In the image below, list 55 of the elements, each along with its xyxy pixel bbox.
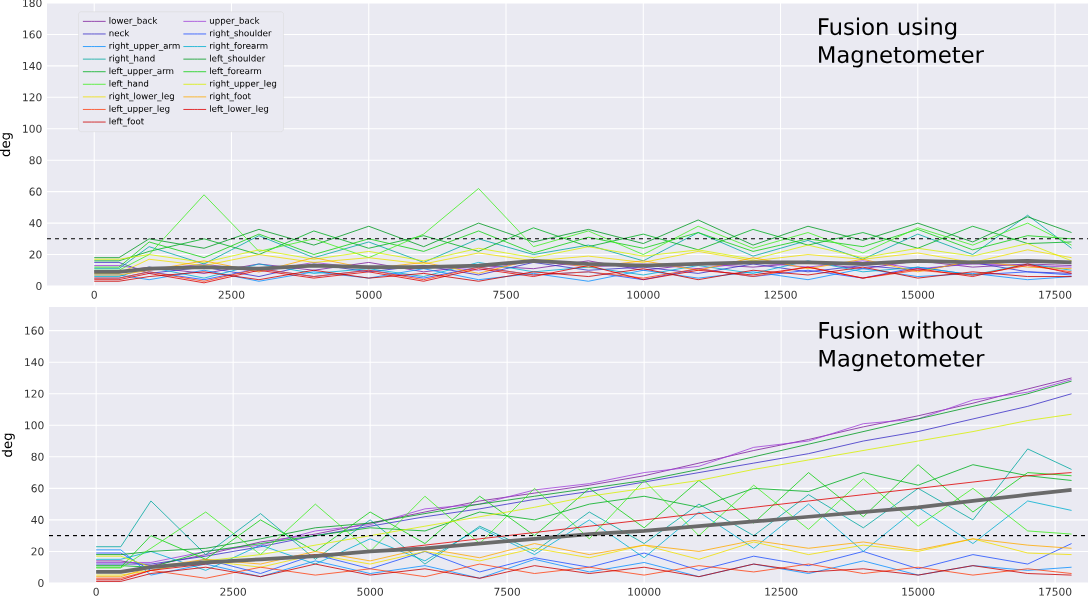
x-tick-label: 2500	[220, 587, 246, 596]
y-tick-label: 20	[31, 547, 44, 556]
y-tick-label: 40	[31, 515, 44, 524]
x-tick-label: 15000	[902, 290, 935, 299]
y-axis-title: deg	[0, 133, 13, 157]
y-tick-label: 60	[29, 187, 42, 196]
legend-label: neck	[109, 29, 130, 37]
x-tick-label: 12500	[764, 290, 797, 299]
legend-label: right_foot	[210, 92, 251, 102]
legend-label: right_upper_leg	[210, 80, 277, 89]
x-tick-label: 15000	[902, 587, 935, 596]
x-tick-label: 2500	[218, 290, 245, 299]
y-tick-label: 160	[23, 30, 42, 39]
x-tick-label: 12500	[765, 587, 798, 596]
y-tick-label: 120	[25, 389, 44, 398]
y-tick-label: 0	[36, 281, 42, 291]
legend-label: left_lower_leg	[210, 105, 269, 114]
y-tick-label: 160	[25, 326, 44, 335]
y-tick-label: 80	[29, 156, 42, 165]
legend-label: lower_back	[109, 17, 158, 26]
x-tick-label: 17500	[1039, 290, 1072, 299]
legend-label: left_foot	[109, 117, 144, 127]
x-tick-label: 7500	[493, 290, 519, 299]
legend-label: left_forearm	[210, 67, 262, 77]
annotation: Fusion using Magnetometer	[819, 17, 984, 68]
legend-label: upper_back	[209, 17, 260, 26]
x-tick-label: 10000	[628, 587, 661, 596]
x-tick-label: 10000	[627, 290, 660, 299]
legend-label: left_upper_arm	[109, 67, 174, 77]
legend-label: left_shoulder	[210, 54, 266, 64]
y-tick-label: 60	[31, 484, 44, 493]
x-tick-label: 7500	[494, 587, 520, 596]
y-tick-label: 0	[38, 578, 44, 588]
legend-label: right_lower_leg	[109, 92, 174, 102]
legend-label: right_forearm	[210, 42, 268, 51]
y-tick-label: 80	[31, 452, 44, 461]
y-tick-label: 100	[23, 124, 42, 133]
y-axis-title: deg	[1, 433, 15, 457]
y-tick-label: 100	[25, 421, 44, 430]
legend-label: left_hand	[109, 80, 149, 89]
annotation: Fusion without Magnetometer	[819, 321, 985, 372]
x-tick-label: 0	[93, 587, 99, 596]
y-tick-label: 140	[25, 358, 44, 367]
y-tick-label: 120	[23, 93, 42, 102]
y-tick-label: 40	[29, 219, 42, 228]
x-tick-label: 5000	[357, 587, 383, 596]
legend-label: right_shoulder	[210, 29, 272, 39]
x-tick-label: 5000	[355, 290, 382, 299]
legend-label: right_hand	[109, 54, 155, 64]
legend-label: right_upper_arm	[109, 42, 180, 51]
x-tick-label: 0	[91, 290, 97, 299]
y-tick-label: 140	[23, 61, 42, 70]
legend-label: left_upper_leg	[109, 105, 170, 114]
x-tick-label: 17500	[1039, 587, 1072, 596]
y-tick-label: 20	[29, 250, 42, 259]
